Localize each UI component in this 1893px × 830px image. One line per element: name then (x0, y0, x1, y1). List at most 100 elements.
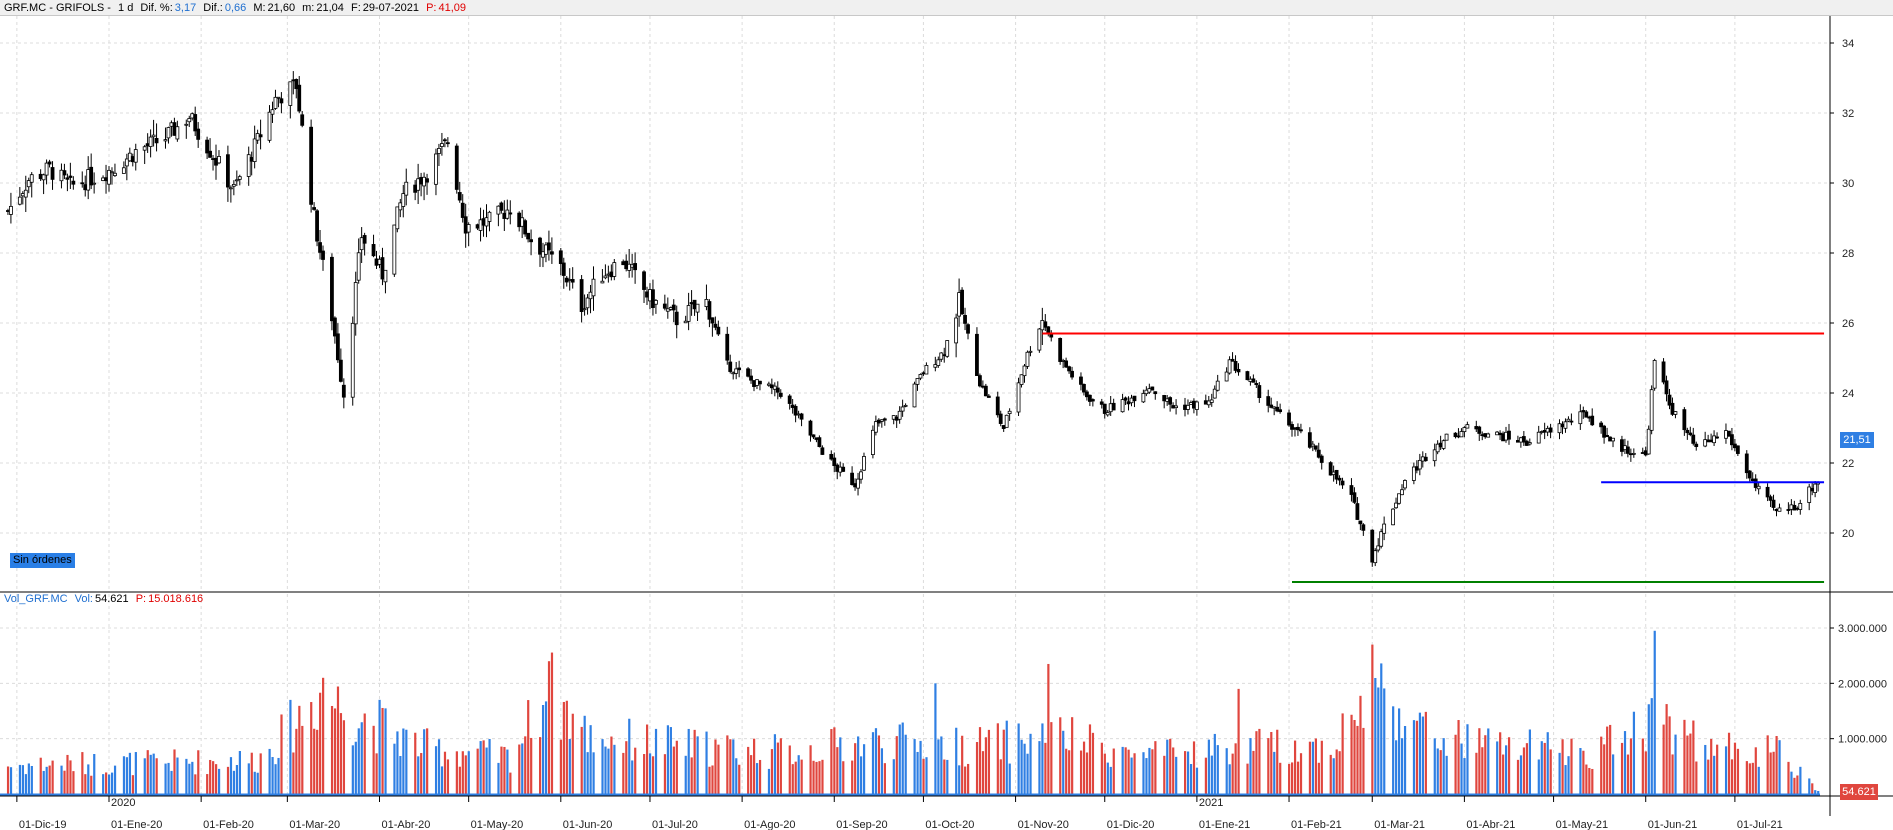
volume-bar (1106, 762, 1109, 794)
candle-body (1272, 406, 1277, 409)
candle-body (190, 113, 195, 119)
volume-bar (1481, 747, 1484, 794)
candle-body (995, 396, 1000, 416)
candle-body (627, 263, 632, 271)
candle-body (1566, 418, 1571, 422)
volume-bar (871, 732, 875, 794)
volume-bar (663, 754, 667, 794)
candle-body (398, 202, 403, 211)
candle-body (541, 251, 545, 258)
volume-bar (215, 764, 218, 794)
volume-bar (1314, 738, 1317, 794)
candle-body (1694, 443, 1699, 448)
candle-body (383, 269, 388, 283)
volume-bar (1496, 741, 1499, 794)
volume-bar (654, 728, 658, 794)
chart-canvas[interactable]: 01-Dic-19 01-Ene-20 01-Feb-20 01-Mar-20 01-A… (0, 16, 1893, 830)
candle-body (933, 364, 938, 368)
candle-body (817, 437, 822, 447)
candle-body (484, 217, 489, 227)
candle-body (392, 224, 397, 275)
candle-body (957, 292, 961, 317)
candle-body (110, 171, 114, 174)
max-label: M: (253, 2, 266, 14)
candle-body (1730, 434, 1734, 446)
candle-body (648, 289, 652, 302)
volume-bar (648, 753, 652, 794)
candle-body (309, 126, 314, 205)
volume-bar (592, 752, 595, 794)
volume-bar (999, 759, 1002, 794)
candle-body (1507, 430, 1511, 440)
volume-bar (1154, 741, 1157, 794)
candle-body (496, 205, 501, 215)
candle-body (980, 385, 985, 388)
x-tick-label: 01-Dic-20 (1107, 819, 1155, 830)
volume-bar (1296, 761, 1300, 794)
candle-body (300, 114, 305, 126)
candle-body (1605, 434, 1609, 438)
volume-bar (1754, 747, 1757, 794)
candle-body (1432, 449, 1437, 462)
volume-bar (967, 763, 970, 794)
candle-body (1248, 378, 1253, 382)
candle-body (859, 471, 863, 480)
volume-bar (1748, 763, 1751, 794)
volume-bar (1609, 724, 1612, 794)
volume-bar (30, 765, 33, 794)
candle-body (1524, 440, 1529, 446)
x-tick-label: 01-Mar-20 (289, 819, 340, 830)
volume-bar (1204, 757, 1208, 794)
candle-body (1224, 371, 1229, 382)
volume-bar (1320, 740, 1323, 794)
x-tick-label: 01-Mar-21 (1374, 819, 1425, 830)
candle-body (6, 210, 10, 212)
candle-body (1141, 393, 1146, 403)
volume-bar (1362, 727, 1365, 794)
volume-bar (479, 741, 482, 794)
candle-body (1498, 432, 1502, 436)
volume-bar (1356, 725, 1359, 794)
volume-bar (247, 763, 250, 794)
volume-bar (420, 753, 423, 794)
candle-body (710, 317, 715, 324)
volume-bar (1189, 764, 1193, 794)
volume-bar (1308, 741, 1312, 794)
volume-bar (289, 699, 292, 794)
vol-label: Vol: (74, 593, 93, 605)
volume-bar (125, 757, 129, 794)
candle-body (544, 244, 548, 255)
volume-bar (1502, 754, 1505, 794)
volume-bar (1466, 724, 1469, 794)
volume-bar (105, 772, 108, 794)
candle-body (1691, 434, 1696, 444)
volume-bar (851, 760, 854, 794)
volume-bar (1727, 732, 1731, 794)
volume-bar (500, 746, 503, 794)
volume-bar (672, 746, 675, 794)
candle-body (1307, 432, 1312, 448)
volume-bar (1585, 764, 1588, 794)
candle-body (508, 212, 513, 215)
volume-bar (1433, 738, 1436, 794)
candle-body (1299, 429, 1303, 432)
volume-bar (84, 774, 87, 794)
orders-badge[interactable]: Sin órdenes (10, 553, 75, 568)
volume-bar (1383, 688, 1386, 794)
volume-bar (342, 720, 346, 794)
volume-bar (393, 743, 396, 794)
candle-body (1438, 442, 1443, 448)
volume-y-tick-label: 1.000.000 (1838, 734, 1887, 746)
candle-body (1391, 508, 1395, 526)
candle-body (716, 326, 721, 335)
volume-bar (675, 740, 678, 794)
period-label[interactable]: 1 d (118, 2, 134, 14)
candle-body (1334, 469, 1339, 480)
x-tick-label: 01-Feb-21 (1291, 819, 1342, 830)
candle-body (1331, 471, 1336, 475)
candle-body (939, 352, 944, 360)
candle-body (1477, 426, 1482, 434)
volume-bar (1130, 757, 1133, 794)
chart-header: GRF.MC - GRIFOLS - 1 d Dif. %: 3,17 Dif.:… (0, 0, 1893, 16)
candle-body (900, 406, 905, 412)
